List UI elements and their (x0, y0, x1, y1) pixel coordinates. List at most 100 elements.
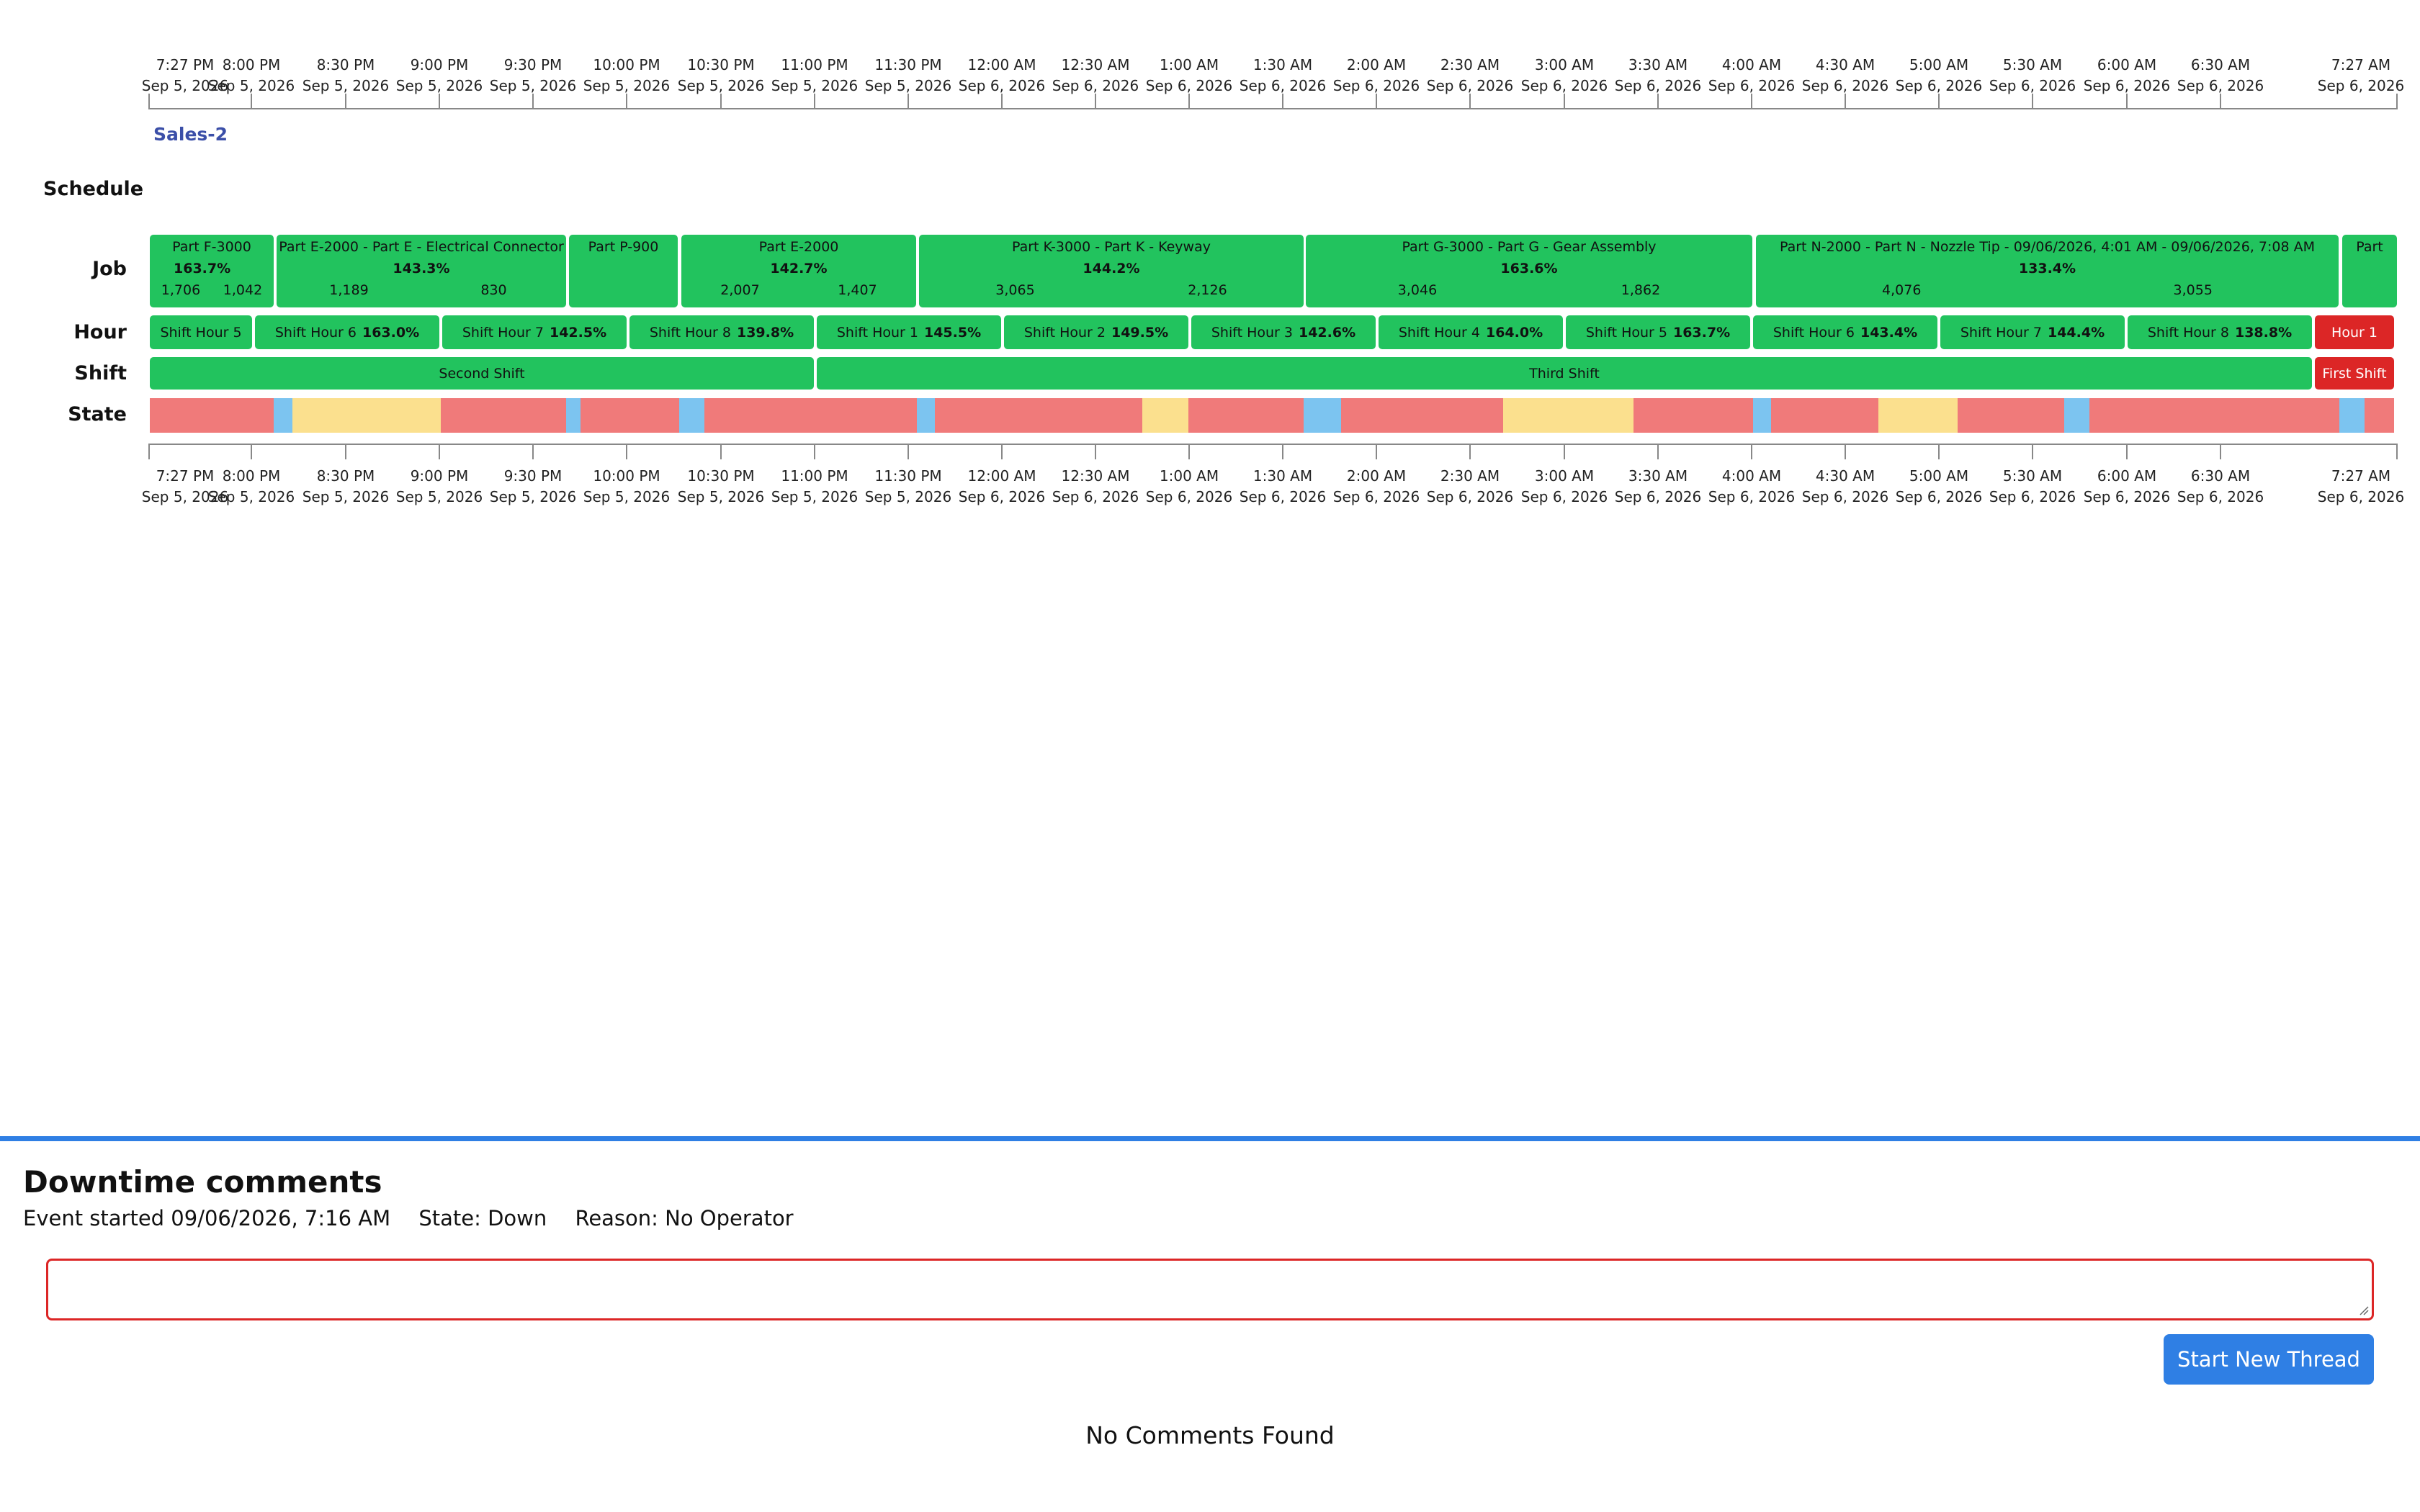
axis-tick-date: Sep 6, 2026 (1052, 488, 1139, 505)
axis-tick-label: 5:30 AM Sep 6, 2026 (1953, 55, 2112, 96)
axis-tick-label: 10:30 PM Sep 5, 2026 (642, 466, 800, 508)
axis-tick-label: 2:00 AM Sep 6, 2026 (1297, 466, 1456, 508)
axis-tick (2220, 444, 2221, 459)
job-block[interactable]: Part G-3000 - Part G - Gear Assembly 163.… (1306, 235, 1752, 307)
state-segment-setup[interactable] (917, 398, 935, 433)
job-block[interactable]: Part P-900 (569, 235, 678, 307)
hour-label: Shift Hour 7 (462, 324, 544, 341)
axis-tick-label: 6:30 AM Sep 6, 2026 (2141, 466, 2300, 508)
axis-tick-time: 9:00 PM (410, 56, 469, 73)
hour-block[interactable]: Shift Hour 1 145.5% (817, 315, 1001, 349)
hour-block[interactable]: Shift Hour 7 142.5% (442, 315, 627, 349)
state-segment-idle[interactable] (1878, 398, 1958, 433)
job-count-actual: 3,065 (995, 282, 1035, 298)
hour-block[interactable]: Shift Hour 6 143.4% (1753, 315, 1937, 349)
state-segment-setup[interactable] (274, 398, 292, 433)
state-segment-down[interactable] (1958, 398, 2064, 433)
state-segment-down[interactable] (704, 398, 917, 433)
state-row-label: State (68, 403, 127, 426)
axis-tick (1938, 444, 1940, 459)
hour-block[interactable]: Shift Hour 6 163.0% (255, 315, 439, 349)
resize-grip-icon[interactable] (2357, 1304, 2369, 1315)
hour-performance: 163.7% (1672, 324, 1731, 341)
axis-tick-label: 1:30 AM Sep 6, 2026 (1204, 55, 1362, 96)
hour-block[interactable]: Shift Hour 3 142.6% (1191, 315, 1376, 349)
hour-block[interactable]: Shift Hour 8 139.8% (629, 315, 814, 349)
axis-tick (251, 444, 252, 459)
job-block[interactable]: Part K-3000 - Part K - Keyway 144.2% 3,065… (919, 235, 1304, 307)
state-segment-setup[interactable] (1753, 398, 1771, 433)
job-block[interactable]: Part (2342, 235, 2397, 307)
state-segment-down[interactable] (1341, 398, 1503, 433)
state-segment-down[interactable] (150, 398, 274, 433)
shift-block[interactable]: Third Shift (817, 357, 2312, 390)
job-count-target: 2,126 (1188, 282, 1227, 298)
hour-row-label: Hour (73, 321, 127, 343)
axis-tick-date: Sep 6, 2026 (958, 77, 1046, 94)
start-new-thread-button[interactable]: Start New Thread (2164, 1334, 2374, 1385)
axis-tick-label: 9:00 PM Sep 5, 2026 (360, 466, 519, 508)
hour-block[interactable]: Shift Hour 8 138.8% (2128, 315, 2312, 349)
hour-content: Shift Hour 3 142.6% (1191, 315, 1376, 349)
axis-tick-label: 2:30 AM Sep 6, 2026 (1391, 466, 1549, 508)
state-segment-setup[interactable] (2339, 398, 2365, 433)
axis-tick-date: Sep 6, 2026 (1239, 488, 1327, 505)
hour-block[interactable]: Shift Hour 7 144.4% (1940, 315, 2125, 349)
job-block[interactable]: Part E-2000 142.7% 2,007 1,407 (681, 235, 916, 307)
hour-content: Shift Hour 1 145.5% (817, 315, 1001, 349)
axis-tick-date: Sep 6, 2026 (2177, 77, 2264, 94)
state-segment-idle[interactable] (1503, 398, 1634, 433)
state-segment-down[interactable] (2089, 398, 2339, 433)
axis-tick-date: Sep 6, 2026 (1145, 488, 1233, 505)
shift-block[interactable]: First Shift (2315, 357, 2394, 390)
job-block[interactable]: Part E-2000 - Part E - Electrical Connec… (277, 235, 566, 307)
state-segment-idle[interactable] (1142, 398, 1188, 433)
state-segment-idle[interactable] (292, 398, 441, 433)
axis-tick-label: 3:30 AM Sep 6, 2026 (1579, 55, 1737, 96)
job-block[interactable]: Part N-2000 - Part N - Nozzle Tip - 09/0… (1756, 235, 2339, 307)
state-segment-setup[interactable] (2064, 398, 2089, 433)
state-segment-setup[interactable] (679, 398, 704, 433)
job-block[interactable]: Part F-3000 163.7% 1,706 1,042 (150, 235, 274, 307)
hour-label: Shift Hour 2 (1023, 324, 1106, 341)
hour-block[interactable]: Hour 1 (2315, 315, 2394, 349)
hour-label: Shift Hour 3 (1211, 324, 1293, 341)
job-performance: 144.2% (1083, 261, 1140, 276)
axis-tick-time: 5:30 AM (2002, 467, 2063, 485)
job-title: Part E-2000 (758, 239, 839, 255)
state-segment-setup[interactable] (1304, 398, 1341, 433)
comment-input[interactable] (46, 1259, 2374, 1320)
axis-tick-label: 7:27 PM Sep 5, 2026 (106, 55, 264, 96)
hour-content: Hour 1 (2315, 315, 2394, 349)
axis-tick-date: Sep 6, 2026 (1895, 488, 1983, 505)
hour-block[interactable]: Shift Hour 5 (150, 315, 252, 349)
hour-block[interactable]: Shift Hour 2 149.5% (1004, 315, 1188, 349)
axis-tick (1938, 94, 1940, 109)
shift-block[interactable]: Second Shift (150, 357, 814, 390)
axis-tick-date: Sep 6, 2026 (1520, 77, 1608, 94)
axis-tick-time: 10:00 PM (593, 467, 660, 485)
state-segment-down[interactable] (1771, 398, 1878, 433)
axis-tick-time: 4:30 AM (1815, 56, 1876, 73)
hour-block[interactable]: Shift Hour 5 163.7% (1566, 315, 1750, 349)
axis-tick-date: Sep 5, 2026 (583, 488, 671, 505)
hour-content: Shift Hour 6 143.4% (1753, 315, 1937, 349)
axis-tick-time: 11:00 PM (781, 467, 848, 485)
state-segment-down[interactable] (1188, 398, 1304, 433)
axis-tick-time: 8:00 PM (222, 467, 281, 485)
state-segment-down[interactable] (581, 398, 679, 433)
axis-tick (532, 94, 534, 109)
state-segment-down[interactable] (2365, 398, 2394, 433)
axis-tick-date: Sep 5, 2026 (864, 77, 952, 94)
axis-tick-time: 12:30 AM (1061, 467, 1130, 485)
state-segment-setup[interactable] (566, 398, 581, 433)
hour-label: Shift Hour 6 (274, 324, 357, 341)
axis-tick-date: Sep 6, 2026 (1801, 488, 1889, 505)
hour-block[interactable]: Shift Hour 4 164.0% (1379, 315, 1563, 349)
state-segment-down[interactable] (935, 398, 1142, 433)
state-segment-down[interactable] (1634, 398, 1753, 433)
axis-tick-label: 7:27 PM Sep 5, 2026 (106, 466, 264, 508)
axis-tick (148, 94, 150, 109)
job-count-actual: 1,706 (161, 282, 201, 298)
state-segment-down[interactable] (441, 398, 566, 433)
